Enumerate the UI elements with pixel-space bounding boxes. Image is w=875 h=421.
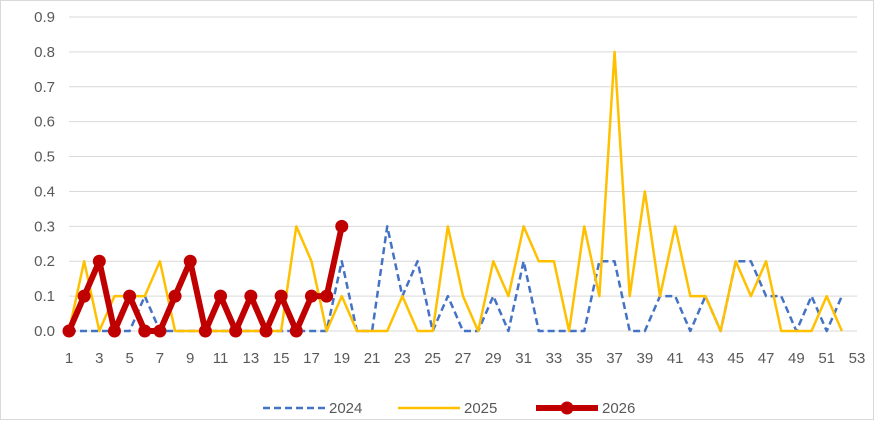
x-tick-label: 17 [303,350,320,367]
x-tick-label: 23 [394,350,411,367]
x-tick-label: 37 [606,350,623,367]
legend-label-2026: 2026 [602,400,635,417]
x-tick-label: 1 [65,350,73,367]
legend-label-2024: 2024 [329,400,362,417]
y-tick-label: 0.8 [34,44,55,61]
y-tick-label: 0.7 [34,79,55,96]
data-point-2026 [138,324,152,338]
x-tick-label: 31 [515,350,532,367]
legend-label-2025: 2025 [464,400,497,417]
series-lines [62,50,843,338]
y-axis-ticks: 0.0 0.1 0.2 0.3 0.4 0.5 0.6 0.7 0.8 0.9 [34,9,55,340]
x-tick-label: 19 [333,350,350,367]
x-tick-label: 47 [758,350,775,367]
data-point-2026 [259,324,273,338]
x-tick-label: 15 [273,350,290,367]
data-point-2026 [168,289,182,303]
x-tick-label: 11 [213,350,229,367]
data-point-2026 [274,289,288,303]
data-point-2026 [123,289,137,303]
x-tick-label: 25 [424,350,441,367]
data-point-2026 [198,324,212,338]
y-tick-label: 0.0 [34,323,55,340]
x-tick-label: 41 [667,350,684,367]
data-point-2026 [77,289,91,303]
x-tick-label: 7 [156,350,164,367]
x-tick-label: 27 [455,350,472,367]
x-tick-label: 29 [485,350,502,367]
x-tick-label: 33 [546,350,563,367]
series-line-2025 [67,50,843,333]
y-tick-label: 0.1 [34,288,55,305]
x-tick-label: 13 [243,350,260,367]
x-tick-label: 43 [697,350,714,367]
data-point-2026 [62,324,76,338]
x-tick-label: 5 [125,350,133,367]
x-tick-label: 45 [727,350,744,367]
data-point-2026 [153,324,167,338]
x-tick-label: 3 [95,350,103,367]
y-tick-label: 0.2 [34,253,55,270]
data-point-2026 [229,324,243,338]
gridlines [69,16,857,332]
data-point-2026 [183,254,197,268]
data-point-2026 [214,289,228,303]
data-point-2026 [92,254,106,268]
y-tick-label: 0.4 [34,183,55,200]
x-tick-label: 35 [576,350,593,367]
data-point-2026 [335,219,349,233]
y-tick-label: 0.5 [34,149,55,166]
data-point-2026 [304,289,318,303]
x-tick-label: 39 [637,350,654,367]
x-tick-label: 49 [788,350,805,367]
x-tick-label: 53 [849,350,866,367]
data-point-2026 [107,324,121,338]
data-point-2026 [244,289,258,303]
data-point-2026 [320,289,334,303]
series-line-2026 [66,225,345,334]
legend-marker-2026 [560,401,574,415]
y-tick-label: 0.3 [34,218,55,235]
data-point-2026 [289,324,303,338]
y-tick-label: 0.9 [34,9,55,26]
x-tick-label: 51 [818,350,835,367]
x-axis-ticks: 1 3 5 7 9 11 13 15 17 19 21 23 25 27 29 31 33 35 37 39 41 43 4… [65,350,866,367]
x-tick-label: 21 [364,350,381,367]
x-tick-label: 9 [186,350,194,367]
legend: 2024 2025 2026 [263,400,635,417]
y-tick-label: 0.6 [34,114,55,131]
